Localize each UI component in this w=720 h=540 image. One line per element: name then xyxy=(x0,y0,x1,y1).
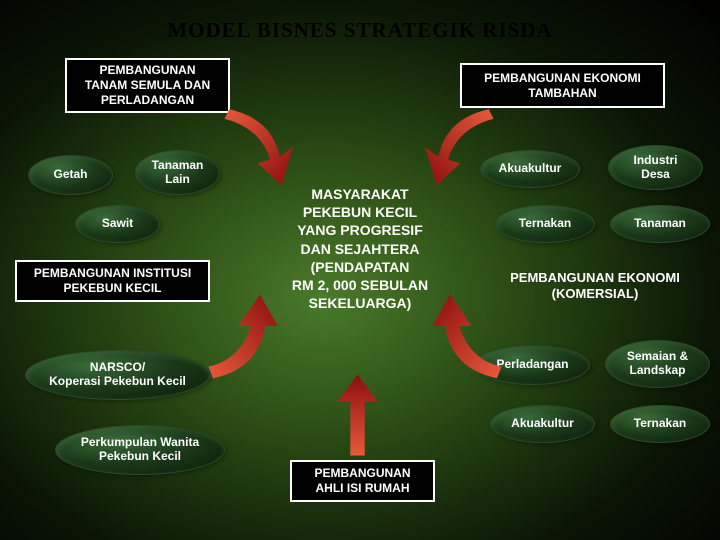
diagram-title: MODEL BISNES STRATEGIK RISDA xyxy=(0,0,720,43)
oval-tanaman-lain: TanamanLain xyxy=(135,150,220,195)
arrow-top-left xyxy=(215,95,310,190)
oval-getah: Getah xyxy=(28,155,113,195)
center-goal-text: MASYARAKATPEKEBUN KECILYANG PROGRESIFDAN… xyxy=(275,185,445,312)
arrow-right xyxy=(425,290,515,380)
arrow-bottom xyxy=(330,370,385,460)
oval-semaian: Semaian &Landskap xyxy=(605,340,710,388)
text-ekonomi-komersial: PEMBANGUNAN EKONOMI(KOMERSIAL) xyxy=(490,270,700,301)
oval-wanita: Perkumpulan WanitaPekebun Kecil xyxy=(55,425,225,475)
oval-tanaman: Tanaman xyxy=(610,205,710,243)
oval-ternakan2: Ternakan xyxy=(610,405,710,443)
oval-narsco: NARSCO/Koperasi Pekebun Kecil xyxy=(25,350,210,400)
box-institusi: PEMBANGUNAN INSTITUSIPEKEBUN KECIL xyxy=(15,260,210,302)
box-pembangunan-tanam: PEMBANGUNANTANAM SEMULA DANPERLADANGAN xyxy=(65,58,230,113)
arrow-left xyxy=(195,290,285,380)
oval-ternakan: Ternakan xyxy=(495,205,595,243)
oval-akuakultur2: Akuakultur xyxy=(490,405,595,443)
oval-industri-desa: IndustriDesa xyxy=(608,145,703,190)
box-ahli-isi-rumah: PEMBANGUNANAHLI ISI RUMAH xyxy=(290,460,435,502)
oval-sawit: Sawit xyxy=(75,205,160,243)
arrow-top-right xyxy=(408,95,503,190)
